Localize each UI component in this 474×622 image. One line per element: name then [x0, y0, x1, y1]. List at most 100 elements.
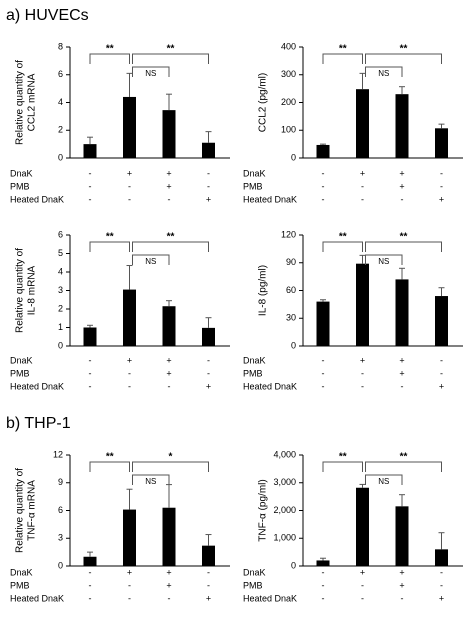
- treatment-sign: -: [361, 593, 364, 603]
- treatment-sign: +: [166, 580, 171, 590]
- y-tick-label: 6: [58, 69, 63, 79]
- bar: [202, 545, 215, 566]
- significance-bracket: [322, 53, 363, 64]
- y-tick-label: 0: [58, 340, 63, 350]
- treatment-sign: -: [322, 381, 325, 391]
- treatment-sign: +: [439, 194, 444, 204]
- y-tick-label: 300: [281, 69, 296, 79]
- y-tick-label: 2: [58, 303, 63, 313]
- treatment-sign: +: [166, 368, 171, 378]
- treatment-sign: -: [128, 580, 131, 590]
- treatment-name: PMB: [10, 181, 30, 191]
- y-axis-label: IL-8 (pg/ml): [258, 265, 269, 316]
- treatment-sign: -: [207, 181, 210, 191]
- y-tick-label: 30: [286, 313, 296, 323]
- y-tick-label: 5: [58, 248, 63, 258]
- treatment-sign: -: [401, 194, 404, 204]
- treatment-sign: -: [322, 593, 325, 603]
- treatment-name: DnaK: [243, 168, 266, 178]
- treatment-sign: -: [322, 181, 325, 191]
- y-tick-label: 200: [281, 97, 296, 107]
- significance-bracket: [365, 461, 442, 472]
- treatment-sign: +: [399, 368, 404, 378]
- significance-bracket: [89, 461, 130, 472]
- treatment-sign: +: [166, 567, 171, 577]
- treatment-sign: -: [361, 381, 364, 391]
- significance-label: **: [339, 452, 347, 463]
- treatment-sign: -: [89, 381, 92, 391]
- treatment-sign: -: [207, 355, 210, 365]
- bar: [356, 487, 369, 566]
- significance-bracket: [365, 474, 403, 485]
- significance-bracket: [132, 241, 209, 252]
- bar: [435, 296, 448, 346]
- bar: [395, 279, 409, 346]
- treatment-sign: -: [168, 593, 171, 603]
- bar: [83, 556, 97, 566]
- y-tick-label: 8: [58, 41, 63, 51]
- treatment-sign: -: [207, 567, 210, 577]
- treatment-sign: -: [322, 580, 325, 590]
- significance-label: **: [339, 232, 347, 243]
- y-axis-label: CCL2 mRNA: [27, 73, 38, 131]
- bar: [395, 506, 409, 566]
- significance-bracket: [132, 254, 170, 265]
- significance-bracket: [322, 241, 363, 252]
- treatment-sign: +: [360, 567, 365, 577]
- treatment-name: DnaK: [10, 567, 33, 577]
- treatment-sign: -: [322, 368, 325, 378]
- significance-bracket: [132, 461, 209, 472]
- y-tick-label: 4,000: [273, 449, 296, 459]
- treatment-sign: -: [361, 580, 364, 590]
- significance-label: **: [400, 232, 408, 243]
- treatment-sign: -: [128, 368, 131, 378]
- y-tick-label: 60: [286, 285, 296, 295]
- treatment-sign: -: [440, 355, 443, 365]
- treatment-sign: +: [439, 381, 444, 391]
- treatment-sign: -: [440, 567, 443, 577]
- y-tick-label: 2: [58, 125, 63, 135]
- treatment-sign: -: [89, 355, 92, 365]
- y-tick-label: 6: [58, 229, 63, 239]
- significance-label: **: [167, 232, 175, 243]
- treatment-sign: +: [399, 580, 404, 590]
- treatment-sign: -: [128, 181, 131, 191]
- treatment-sign: -: [401, 593, 404, 603]
- treatment-sign: -: [322, 194, 325, 204]
- treatment-sign: +: [206, 381, 211, 391]
- treatment-sign: -: [168, 194, 171, 204]
- y-tick-label: 0: [291, 152, 296, 162]
- bar: [316, 560, 330, 566]
- y-axis-label: TNF-α (pg/ml): [258, 479, 269, 541]
- treatment-sign: -: [89, 580, 92, 590]
- treatment-name: Heated DnaK: [243, 381, 297, 391]
- significance-label: NS: [145, 69, 156, 78]
- treatment-name: Heated DnaK: [243, 194, 297, 204]
- significance-label: NS: [145, 477, 156, 486]
- y-tick-label: 4: [58, 97, 63, 107]
- significance-label: **: [106, 44, 114, 55]
- significance-label: **: [339, 44, 347, 55]
- y-tick-label: 6: [58, 505, 63, 515]
- significance-label: NS: [378, 257, 389, 266]
- y-tick-label: 3,000: [273, 477, 296, 487]
- treatment-sign: -: [207, 368, 210, 378]
- significance-label: **: [106, 232, 114, 243]
- treatment-sign: -: [89, 181, 92, 191]
- treatment-sign: -: [89, 168, 92, 178]
- y-tick-label: 100: [281, 125, 296, 135]
- bar: [162, 507, 176, 566]
- treatment-name: DnaK: [243, 567, 266, 577]
- significance-bracket: [365, 241, 442, 252]
- bar: [356, 89, 369, 158]
- significance-bracket: [132, 53, 209, 64]
- treatment-sign: +: [360, 168, 365, 178]
- significance-label: **: [400, 452, 408, 463]
- significance-bracket: [365, 66, 403, 77]
- treatment-sign: -: [89, 567, 92, 577]
- y-tick-label: 9: [58, 477, 63, 487]
- y-tick-label: 12: [53, 449, 63, 459]
- significance-label: *: [169, 452, 173, 463]
- treatment-sign: +: [127, 567, 132, 577]
- y-tick-label: 4: [58, 266, 63, 276]
